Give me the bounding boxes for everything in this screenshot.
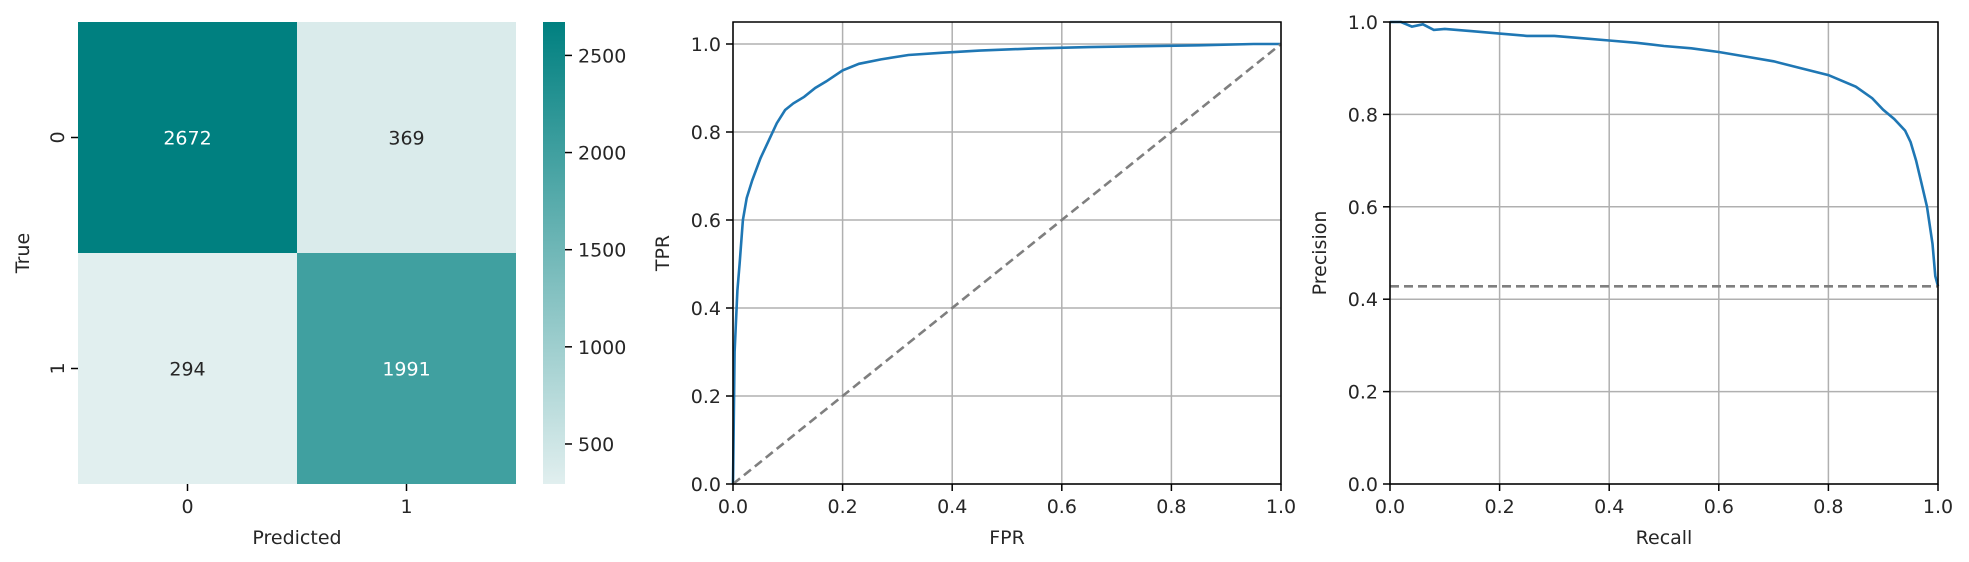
x-tick-label: 0.8 xyxy=(1813,496,1843,518)
heatmap-cell xyxy=(78,22,297,253)
colorbar-tick-label: 2000 xyxy=(578,143,626,165)
x-tick-label: 0.2 xyxy=(827,496,857,518)
cell-value-label: 1991 xyxy=(382,359,430,381)
x-axis-label: FPR xyxy=(989,527,1025,549)
x-tick-label: 0.0 xyxy=(718,496,748,518)
x-tick-label: 0.6 xyxy=(1047,496,1077,518)
x-tick-label: 0.8 xyxy=(1156,496,1186,518)
colorbar-tick-label: 1000 xyxy=(578,337,626,359)
confusion-matrix-panel: 2672 369 294 1991 0 1 0 1 Predicted True 500 1000 15… xyxy=(12,22,626,549)
roc-curve-panel: 0.0 0.2 0.4 0.6 0.8 1.0 0.0 0.2 0.4 0.6 0.8 1.0 FPR T… xyxy=(652,21,1296,549)
y-axis-label: True xyxy=(12,233,34,274)
y-tick-label: 0.4 xyxy=(1348,289,1378,311)
colorbar-tick-label: 1500 xyxy=(578,240,626,262)
x-tick-label: 1 xyxy=(400,496,412,518)
heatmap-cell xyxy=(78,253,297,484)
x-tick-label: 0 xyxy=(181,496,193,518)
heatmap-cell xyxy=(297,22,516,253)
y-tick-label: 1.0 xyxy=(1348,12,1378,34)
x-tick-label: 0.4 xyxy=(937,496,967,518)
y-tick-label: 1 xyxy=(47,362,69,374)
x-tick-label: 0.0 xyxy=(1375,496,1405,518)
y-tick-label: 0.0 xyxy=(691,474,721,496)
y-tick-label: 0.0 xyxy=(1348,474,1378,496)
x-tick-label: 0.6 xyxy=(1704,496,1734,518)
plot-frame xyxy=(732,21,1282,485)
x-axis-label: Predicted xyxy=(252,527,341,549)
colorbar-tick-label: 500 xyxy=(578,434,614,456)
x-tick-label: 1.0 xyxy=(1923,496,1953,518)
colorbar-tick-label: 2500 xyxy=(578,45,626,67)
cell-value-label: 2672 xyxy=(163,128,211,150)
x-tick-label: 1.0 xyxy=(1266,496,1296,518)
y-tick-label: 0.8 xyxy=(1348,104,1378,126)
colorbar xyxy=(543,22,565,484)
y-tick-label: 0.6 xyxy=(1348,197,1378,219)
x-tick-label: 0.2 xyxy=(1484,496,1514,518)
cell-value-label: 294 xyxy=(169,359,205,381)
y-tick-label: 0.4 xyxy=(691,298,721,320)
curve-line xyxy=(731,42,1281,485)
y-tick-label: 0.8 xyxy=(691,122,721,144)
y-axis-label: Precision xyxy=(1309,211,1331,296)
precision-recall-panel: 0.0 0.2 0.4 0.6 0.8 1.0 0.0 0.2 0.4 0.6 0.8 1.0 Reca… xyxy=(1309,12,1953,549)
y-tick-label: 0.2 xyxy=(691,386,721,408)
baseline-dashed-line xyxy=(732,42,1282,486)
y-axis-label: TPR xyxy=(652,235,674,272)
cell-value-label: 369 xyxy=(388,128,424,150)
heatmap-cell xyxy=(297,253,516,484)
curve-line xyxy=(1390,20,1940,287)
plot-frame xyxy=(1389,21,1939,485)
y-tick-label: 0 xyxy=(47,131,69,143)
y-tick-label: 0.6 xyxy=(691,210,721,232)
y-tick-label: 1.0 xyxy=(691,34,721,56)
y-tick-label: 0.2 xyxy=(1348,382,1378,404)
x-tick-label: 0.4 xyxy=(1594,496,1624,518)
x-axis-label: Recall xyxy=(1636,527,1693,549)
